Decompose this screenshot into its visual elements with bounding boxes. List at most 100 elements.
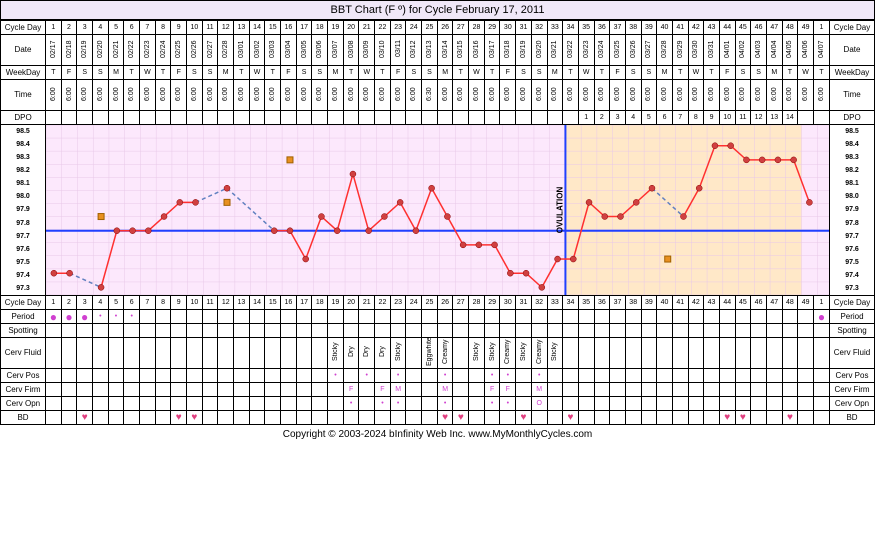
cell: 6:00: [155, 80, 171, 111]
cell: [296, 111, 312, 125]
cell: [594, 397, 610, 411]
cell: 40: [657, 296, 673, 310]
cell: [704, 369, 720, 383]
cell: 02/26: [187, 35, 203, 66]
cell: [328, 310, 344, 324]
cell: 03/26: [625, 35, 641, 66]
cell: [453, 369, 469, 383]
cell: [751, 369, 767, 383]
cell: [296, 383, 312, 397]
row-label-r: WeekDay: [830, 66, 875, 80]
cell: 31: [516, 296, 532, 310]
cell: ♥: [453, 411, 469, 425]
cell: [719, 324, 735, 338]
cell: Creamy: [437, 338, 453, 369]
cell: [46, 324, 62, 338]
cell: 6:30: [422, 80, 438, 111]
cell: 29: [484, 296, 500, 310]
cell: 6:00: [688, 80, 704, 111]
cell: [719, 369, 735, 383]
cell: [343, 324, 359, 338]
cell: •: [359, 369, 375, 383]
period-dot-icon: ●: [818, 310, 825, 324]
cell: [657, 397, 673, 411]
cell: S: [735, 66, 751, 80]
cell: [93, 111, 109, 125]
cell: [563, 397, 579, 411]
cell: [547, 310, 563, 324]
cell: F: [171, 66, 187, 80]
cell: [751, 411, 767, 425]
cell: [469, 397, 485, 411]
cell: 5: [641, 111, 657, 125]
cell: 02/19: [77, 35, 93, 66]
cell: 6:00: [578, 80, 594, 111]
cell: 6:00: [469, 80, 485, 111]
cell: 6:00: [672, 80, 688, 111]
cell: Sticky: [469, 338, 485, 369]
cervpos-dot-icon: •: [366, 372, 368, 379]
cell: [155, 310, 171, 324]
chart-table: Cycle Day1234567891011121314151617181920…: [0, 20, 875, 425]
row-label-r: Spotting: [830, 324, 875, 338]
row-label-r: Cerv Opn: [830, 397, 875, 411]
cell: 17: [296, 296, 312, 310]
cell: 20: [343, 296, 359, 310]
cell: 03/13: [422, 35, 438, 66]
cell: 6:00: [46, 80, 62, 111]
cell: [249, 338, 265, 369]
row-label-r: Cycle Day: [830, 21, 875, 35]
cell: [469, 310, 485, 324]
cell: [234, 369, 250, 383]
period-small-icon: •: [99, 313, 101, 320]
cell: 18: [312, 296, 328, 310]
cell: S: [312, 66, 328, 80]
cell: 6:00: [610, 80, 626, 111]
cell: [782, 324, 798, 338]
cell: 1: [578, 111, 594, 125]
cell: •: [390, 369, 406, 383]
cell: 6:00: [390, 80, 406, 111]
cervopn-val: •: [381, 400, 383, 407]
svg-text:OVULATION: OVULATION: [555, 187, 564, 234]
cell: S: [406, 66, 422, 80]
row-label-r: DPO: [830, 111, 875, 125]
cell: [751, 383, 767, 397]
cell: ●: [77, 310, 93, 324]
cell: 9: [171, 296, 187, 310]
cervfirm-val: F: [490, 386, 494, 393]
cell: M: [437, 383, 453, 397]
chart-title: BBT Chart (F º) for Cycle February 17, 2…: [0, 0, 875, 20]
cell: [328, 111, 344, 125]
cell: [375, 411, 391, 425]
cell: [500, 411, 516, 425]
cell: [798, 310, 814, 324]
cell: [563, 111, 579, 125]
cell: 1: [813, 296, 829, 310]
cell: 03/06: [312, 35, 328, 66]
cell: [766, 397, 782, 411]
cell: 6:00: [516, 80, 532, 111]
cell: •: [484, 369, 500, 383]
cell: [672, 383, 688, 397]
cell: 03/28: [657, 35, 673, 66]
cell: [735, 324, 751, 338]
cell: [688, 411, 704, 425]
cell: [93, 369, 109, 383]
cervopn-val: •: [444, 400, 446, 407]
cell: [625, 411, 641, 425]
cell: 41: [672, 21, 688, 35]
cell: 03/07: [328, 35, 344, 66]
cell: 19: [328, 21, 344, 35]
cell: [516, 369, 532, 383]
heart-icon: ♥: [521, 412, 527, 423]
cell: [813, 369, 829, 383]
cell: [704, 310, 720, 324]
cell: W: [140, 66, 156, 80]
cell: [782, 338, 798, 369]
cell: [672, 369, 688, 383]
cell: 02/25: [171, 35, 187, 66]
cell: [265, 383, 281, 397]
cell: [751, 338, 767, 369]
cell: [124, 324, 140, 338]
